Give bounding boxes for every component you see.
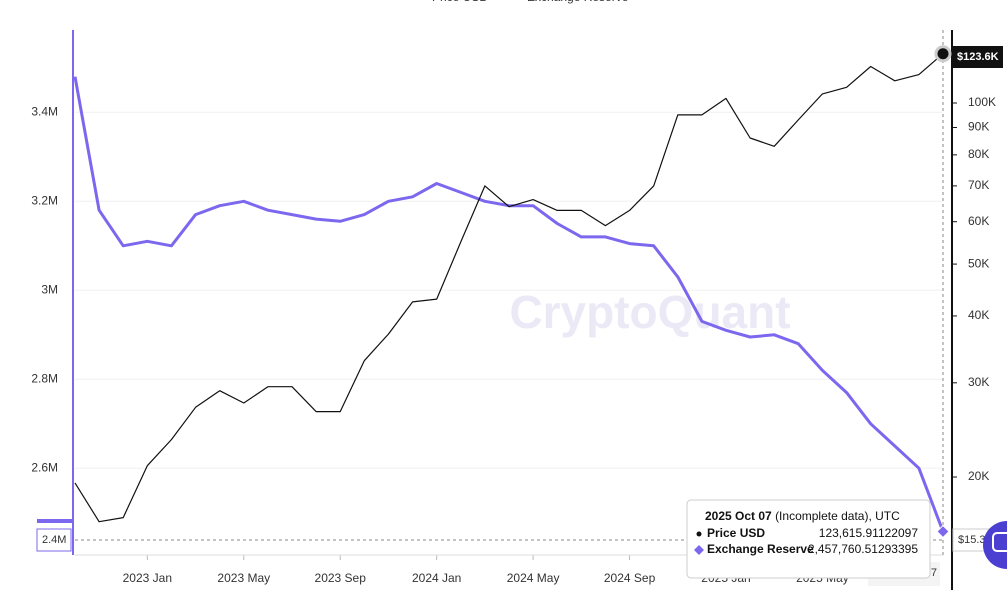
price-tag — [953, 46, 1003, 68]
y2-tick-label: 100K — [968, 95, 996, 109]
legend-label[interactable]: Exchange Reserve — [527, 0, 629, 4]
x-tick-label: 2023 May — [217, 571, 270, 585]
cursor-price-label: $15.3 — [958, 534, 986, 546]
x-tick-label: 2023 Sep — [315, 571, 367, 585]
tooltip-value: 2,457,760.51293395 — [808, 542, 918, 556]
y2-tick-label: 50K — [968, 256, 989, 270]
price-tag-label: $123.6K — [957, 51, 999, 63]
x-tick-label: 2024 Sep — [604, 571, 656, 585]
tooltip-dot — [696, 531, 702, 537]
legend-label[interactable]: Price USD — [432, 0, 488, 4]
reserve-tag — [36, 528, 72, 552]
y2-tick-label: 20K — [968, 469, 989, 483]
y-tick-label: 3.4M — [31, 104, 58, 118]
y2-tick-label: 60K — [968, 214, 989, 228]
tooltip-series: Price USD — [707, 526, 765, 540]
tooltip-value: 123,615.91122097 — [819, 526, 919, 540]
y-tick-label: 3.2M — [31, 193, 58, 207]
chat-button[interactable] — [983, 521, 1007, 569]
tooltip-title: 2025 Oct 07 (Incomplete data), UTC — [705, 509, 900, 523]
y-tick-label: 2.8M — [31, 371, 58, 385]
x-tick-label: 2023 Jan — [123, 571, 172, 585]
tooltip-date: 2025 Oct 07 — [705, 509, 772, 523]
y-tick-label: 2.6M — [31, 460, 58, 474]
reserve-tag-bar — [37, 519, 73, 523]
y2-tick-label: 40K — [968, 308, 989, 322]
chat-icon — [992, 532, 1007, 552]
reserve-point — [936, 524, 950, 539]
series-line — [74, 53, 944, 523]
y-tick-label: 3M — [41, 282, 58, 296]
y2-tick-label: 80K — [968, 147, 989, 161]
tooltip-series: Exchange Reserve — [707, 542, 814, 556]
x-tick-label: 2024 Jan — [412, 571, 461, 585]
y2-tick-label: 70K — [968, 178, 989, 192]
tooltip-diamond — [694, 545, 704, 555]
tooltip-note: (Incomplete data), UTC — [775, 509, 900, 523]
series-line — [73, 76, 945, 533]
y2-tick-label: 90K — [968, 120, 989, 134]
reserve-tag-label: 2.4M — [42, 534, 66, 546]
price-point — [934, 45, 952, 63]
y2-tick-label: 30K — [968, 375, 989, 389]
tooltip — [686, 499, 931, 579]
watermark: CryptoQuant — [509, 286, 790, 338]
x-tick-label: 2024 May — [507, 571, 560, 585]
